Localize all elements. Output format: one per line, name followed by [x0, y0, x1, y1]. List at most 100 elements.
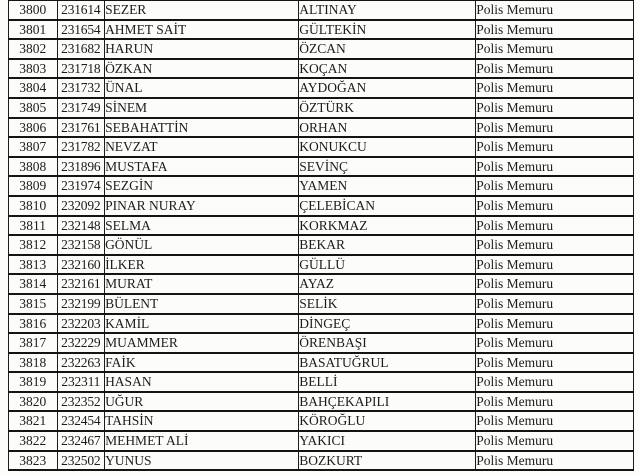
cell-registry-number: 232199	[56, 292, 106, 315]
cell-registry-number: 232229	[56, 332, 106, 354]
cell-last-name: BASATUĞRUL	[298, 351, 477, 374]
table-row: 3808 231896 MUSTAFA SEVİNÇ Polis Memuru	[8, 155, 634, 178]
cell-last-name: BAHÇEKAPILI	[298, 390, 477, 413]
table-row: 3818 232263 FAİK BASATUĞRUL Polis Memuru	[8, 351, 634, 374]
cell-title: Polis Memuru	[475, 96, 634, 119]
cell-registry-number: 231614	[56, 0, 106, 21]
table-row: 3822 232467 MEHMET ALİ YAKICI Polis Memuru	[8, 430, 634, 452]
cell-first-name: YUNUS	[104, 449, 300, 472]
table-row: 3816 232203 KAMİL DİNGEÇ Polis Memuru	[8, 312, 634, 335]
cell-title: Polis Memuru	[475, 410, 634, 433]
cell-registry-number: 231974	[56, 175, 106, 197]
table-row: 3812 232158 GÖNÜL BEKAR Polis Memuru	[8, 234, 634, 256]
table-row: 3802 231682 HARUN ÖZCAN Polis Memuru	[8, 38, 634, 60]
cell-last-name: YAMEN	[298, 175, 477, 197]
cell-row-number: 3820	[8, 390, 58, 413]
cell-registry-number: 232203	[56, 312, 106, 335]
table-row: 3803 231718 ÖZKAN KOÇAN Polis Memuru	[8, 57, 634, 80]
cell-last-name: ÖZCAN	[298, 38, 477, 60]
cell-registry-number: 231654	[56, 18, 106, 41]
cell-registry-number: 231761	[56, 116, 106, 139]
cell-registry-number: 232263	[56, 351, 106, 374]
cell-first-name: İLKER	[104, 253, 300, 276]
cell-first-name: HASAN	[104, 371, 300, 393]
personnel-roster-table: 3800 231614 SEZER ALTINAY Polis Memuru 3801 23…	[8, 0, 634, 472]
cell-last-name: AYAZ	[298, 273, 477, 295]
cell-row-number: 3806	[8, 116, 58, 139]
cell-row-number: 3819	[8, 371, 58, 393]
cell-title: Polis Memuru	[475, 449, 634, 472]
cell-row-number: 3810	[8, 194, 58, 217]
table-row: 3801 231654 AHMET SAİT GÜLTEKİN Polis Memuru	[8, 18, 634, 41]
cell-first-name: MURAT	[104, 273, 300, 295]
cell-registry-number: 231732	[56, 77, 106, 99]
cell-last-name: SEVİNÇ	[298, 155, 477, 178]
cell-first-name: TAHSİN	[104, 410, 300, 433]
cell-row-number: 3816	[8, 312, 58, 335]
cell-registry-number: 232467	[56, 430, 106, 452]
cell-first-name: ÖZKAN	[104, 57, 300, 80]
cell-title: Polis Memuru	[475, 38, 634, 60]
cell-last-name: ÖZTÜRK	[298, 96, 477, 119]
table-body: 3800 231614 SEZER ALTINAY Polis Memuru 3801 23…	[8, 0, 634, 472]
cell-title: Polis Memuru	[475, 292, 634, 315]
cell-last-name: GÜLTEKİN	[298, 18, 477, 41]
cell-last-name: SELİK	[298, 292, 477, 315]
cell-title: Polis Memuru	[475, 116, 634, 139]
cell-last-name: KOÇAN	[298, 57, 477, 80]
cell-title: Polis Memuru	[475, 273, 634, 295]
cell-last-name: BEKAR	[298, 234, 477, 256]
cell-title: Polis Memuru	[475, 234, 634, 256]
cell-first-name: SELMA	[104, 214, 300, 237]
cell-last-name: DİNGEÇ	[298, 312, 477, 335]
table-row: 3809 231974 SEZGİN YAMEN Polis Memuru	[8, 175, 634, 197]
cell-title: Polis Memuru	[475, 214, 634, 237]
cell-first-name: GÖNÜL	[104, 234, 300, 256]
cell-registry-number: 232148	[56, 214, 106, 237]
cell-row-number: 3813	[8, 253, 58, 276]
table-row: 3810 232092 PINAR NURAY ÇELEBİCAN Polis Memu…	[8, 194, 634, 217]
cell-last-name: ÖRENBAŞI	[298, 332, 477, 354]
cell-row-number: 3818	[8, 351, 58, 374]
cell-title: Polis Memuru	[475, 194, 634, 217]
cell-registry-number: 231749	[56, 96, 106, 119]
cell-title: Polis Memuru	[475, 312, 634, 335]
cell-registry-number: 231782	[56, 136, 106, 158]
cell-registry-number: 231682	[56, 38, 106, 60]
cell-registry-number: 231896	[56, 155, 106, 178]
cell-first-name: SEZER	[104, 0, 300, 21]
cell-last-name: BOZKURT	[298, 449, 477, 472]
cell-title: Polis Memuru	[475, 18, 634, 41]
cell-last-name: KORKMAZ	[298, 214, 477, 237]
table-row: 3813 232160 İLKER GÜLLÜ Polis Memuru	[8, 253, 634, 276]
table-row: 3823 232502 YUNUS BOZKURT Polis Memuru	[8, 449, 634, 472]
cell-title: Polis Memuru	[475, 371, 634, 393]
cell-title: Polis Memuru	[475, 351, 634, 374]
cell-row-number: 3802	[8, 38, 58, 60]
table-row: 3817 232229 MUAMMER ÖRENBAŞI Polis Memuru	[8, 332, 634, 354]
cell-first-name: NEVZAT	[104, 136, 300, 158]
cell-row-number: 3817	[8, 332, 58, 354]
cell-first-name: KAMİL	[104, 312, 300, 335]
cell-title: Polis Memuru	[475, 390, 634, 413]
cell-registry-number: 232311	[56, 371, 106, 393]
cell-row-number: 3815	[8, 292, 58, 315]
cell-last-name: ALTINAY	[298, 0, 477, 21]
cell-row-number: 3807	[8, 136, 58, 158]
cell-last-name: KONUKCU	[298, 136, 477, 158]
table-row: 3819 232311 HASAN BELLİ Polis Memuru	[8, 371, 634, 393]
cell-last-name: AYDOĞAN	[298, 77, 477, 99]
table-row: 3800 231614 SEZER ALTINAY Polis Memuru	[8, 0, 634, 21]
cell-first-name: PINAR NURAY	[104, 194, 300, 217]
cell-row-number: 3822	[8, 430, 58, 452]
table-row: 3805 231749 SİNEM ÖZTÜRK Polis Memuru	[8, 96, 634, 119]
cell-row-number: 3800	[8, 0, 58, 21]
cell-last-name: ÇELEBİCAN	[298, 194, 477, 217]
cell-last-name: ORHAN	[298, 116, 477, 139]
cell-first-name: MUSTAFA	[104, 155, 300, 178]
cell-row-number: 3823	[8, 449, 58, 472]
cell-row-number: 3808	[8, 155, 58, 178]
cell-first-name: MEHMET ALİ	[104, 430, 300, 452]
cell-registry-number: 232454	[56, 410, 106, 433]
cell-registry-number: 232161	[56, 273, 106, 295]
